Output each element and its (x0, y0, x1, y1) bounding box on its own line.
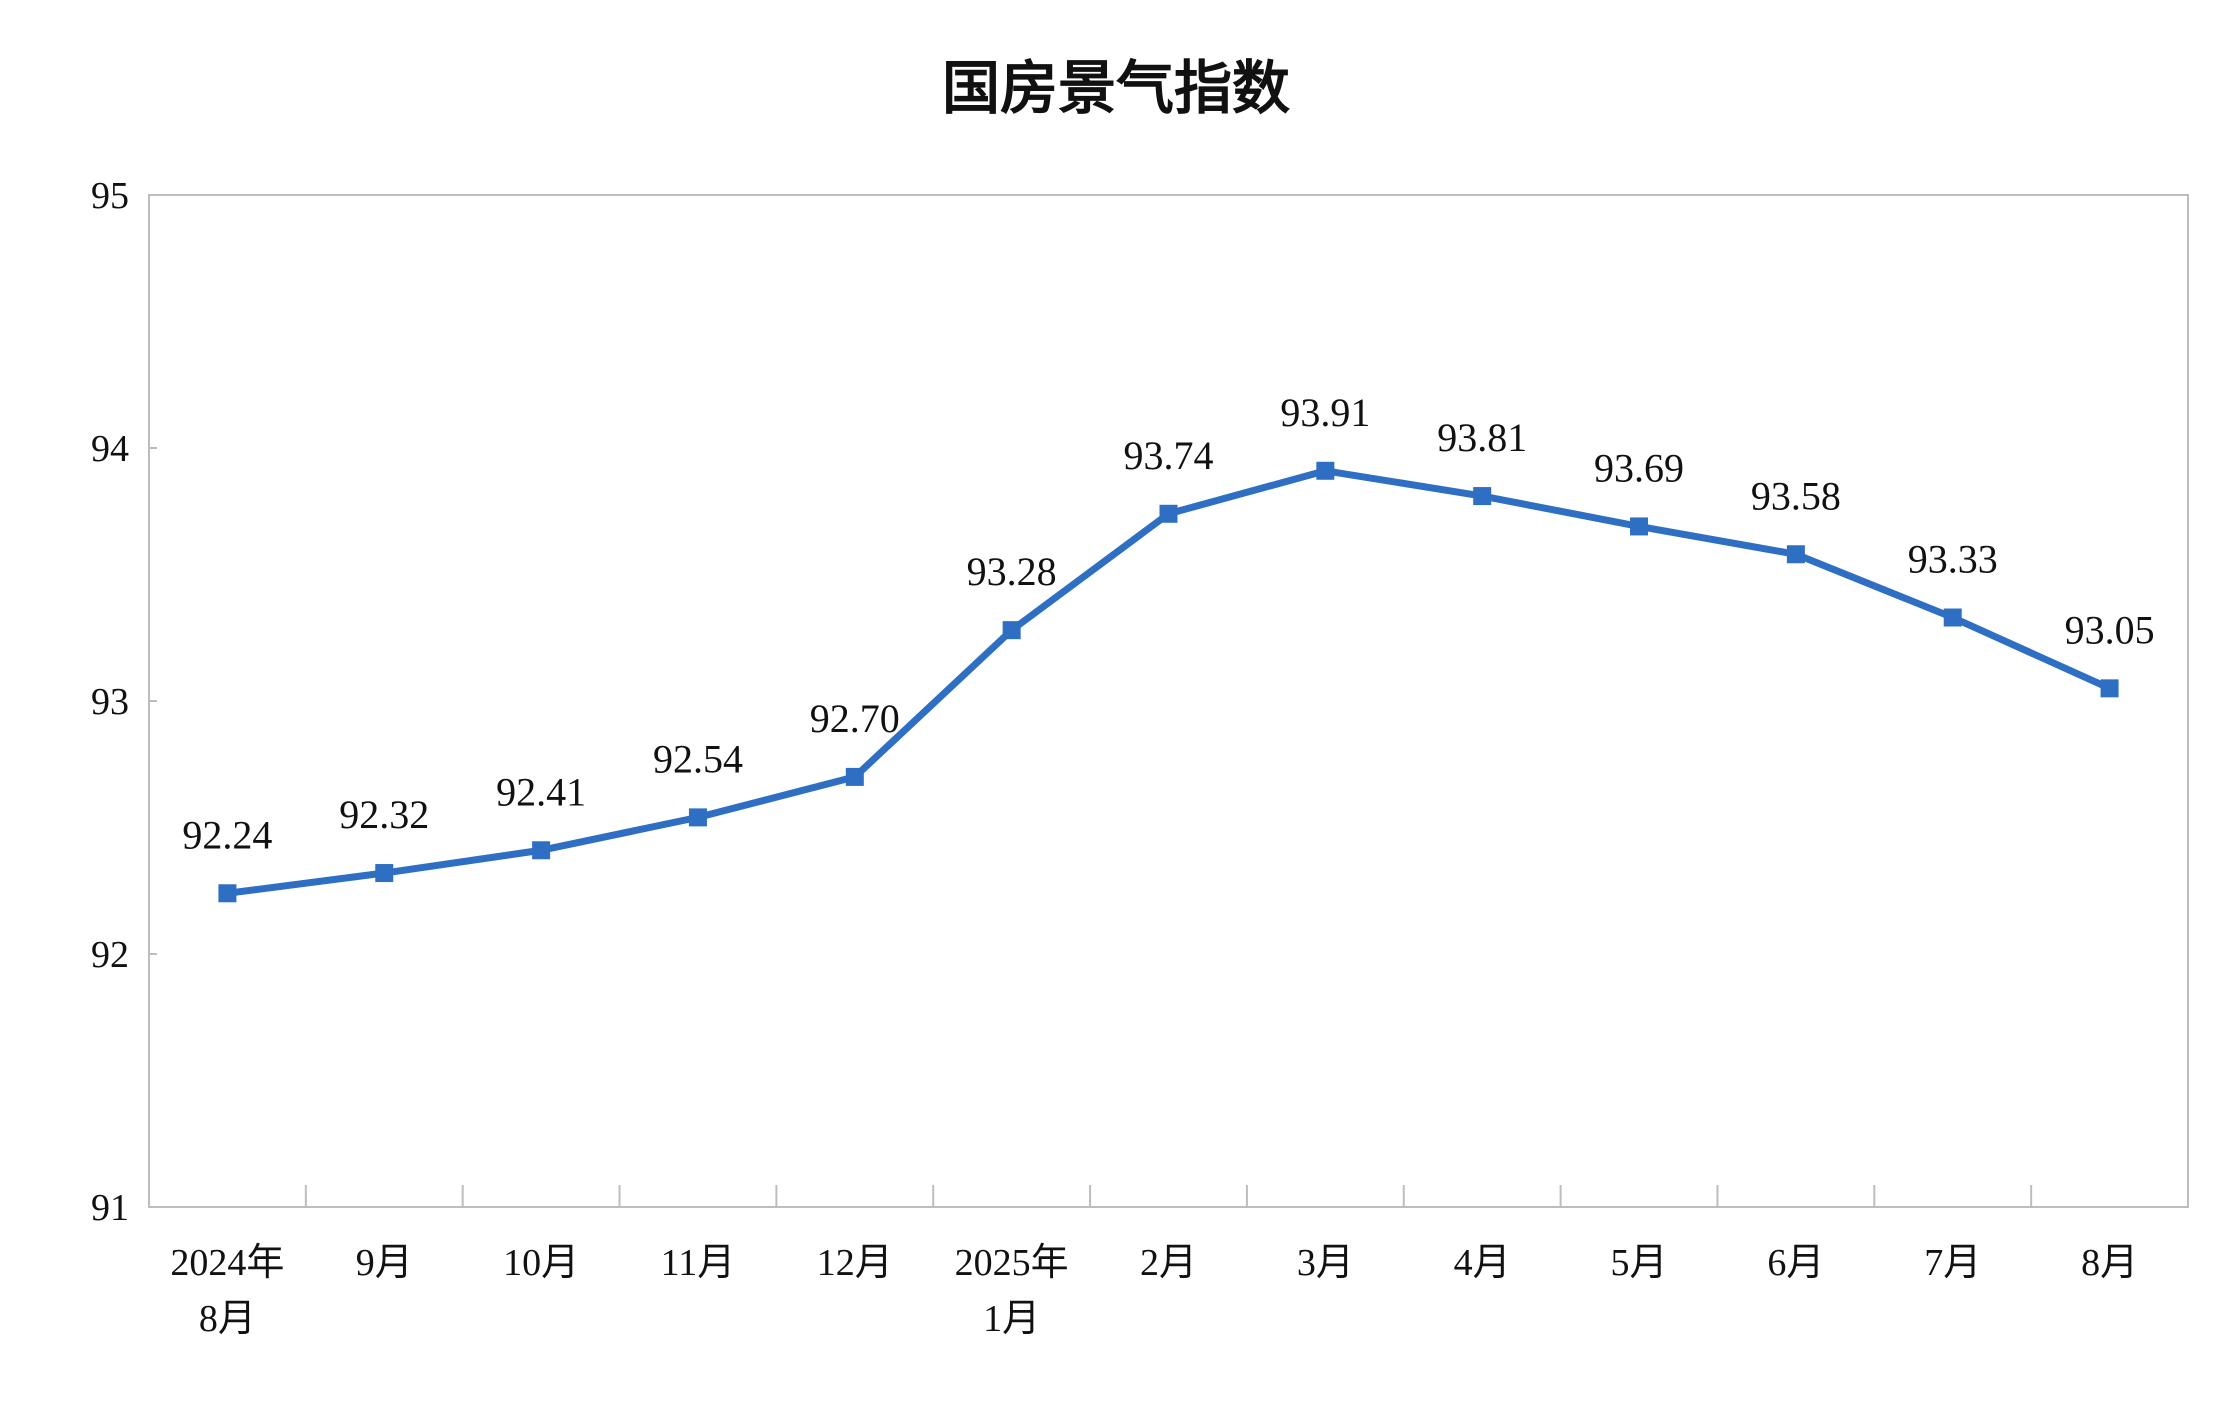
x-tick-label: 1月 (983, 1298, 1040, 1340)
data-label: 93.05 (2065, 607, 2155, 652)
chart-title: 国房景气指数 (942, 54, 1290, 122)
data-label: 92.41 (496, 769, 586, 814)
x-tick-label: 8月 (199, 1298, 256, 1340)
x-tick-label: 12月 (817, 1242, 893, 1284)
data-point (845, 767, 864, 786)
data-point (1473, 487, 1492, 506)
data-point (688, 808, 707, 827)
x-tick-label: 8月 (2081, 1242, 2138, 1284)
data-label: 93.33 (1908, 537, 1998, 582)
data-label: 93.69 (1594, 445, 1684, 490)
data-point (1630, 517, 1649, 536)
data-point (1943, 608, 1962, 627)
series-line (226, 467, 2112, 897)
x-tick-label: 3月 (1297, 1242, 1354, 1284)
plot-area (148, 194, 2189, 1208)
data-point (218, 884, 237, 903)
x-tick-label: 10月 (503, 1242, 579, 1284)
x-tick-label: 6月 (1767, 1242, 1824, 1284)
data-point (532, 841, 551, 860)
data-label: 92.70 (810, 696, 900, 741)
data-label: 93.91 (1280, 390, 1370, 435)
x-tick-label: 2月 (1140, 1242, 1197, 1284)
data-label: 93.28 (967, 549, 1057, 594)
data-point (375, 864, 394, 883)
data-label: 93.58 (1751, 473, 1841, 518)
x-tick-label: 4月 (1454, 1242, 1511, 1284)
x-tick-label: 9月 (356, 1242, 413, 1284)
data-label: 92.32 (339, 792, 429, 837)
data-label: 93.74 (1124, 433, 1214, 478)
x-tick-label: 11月 (661, 1242, 736, 1284)
data-label: 92.54 (653, 736, 743, 781)
data-point (2100, 679, 2119, 698)
x-tick-label: 7月 (1924, 1242, 1981, 1284)
x-tick-label: 2024年 (170, 1242, 284, 1284)
y-tick-label: 94 (91, 428, 129, 470)
y-tick-label: 91 (91, 1187, 129, 1229)
x-tick-label: 2025年 (955, 1242, 1069, 1284)
data-point (1002, 621, 1021, 640)
data-point (1786, 545, 1805, 564)
data-label: 92.24 (182, 812, 272, 857)
data-point (1159, 504, 1178, 523)
y-tick-label: 92 (91, 934, 129, 976)
y-tick-label: 95 (91, 175, 129, 217)
data-point (1316, 461, 1335, 480)
x-tick-label: 5月 (1611, 1242, 1668, 1284)
y-tick-label: 93 (91, 681, 129, 723)
data-label: 93.81 (1437, 415, 1527, 460)
